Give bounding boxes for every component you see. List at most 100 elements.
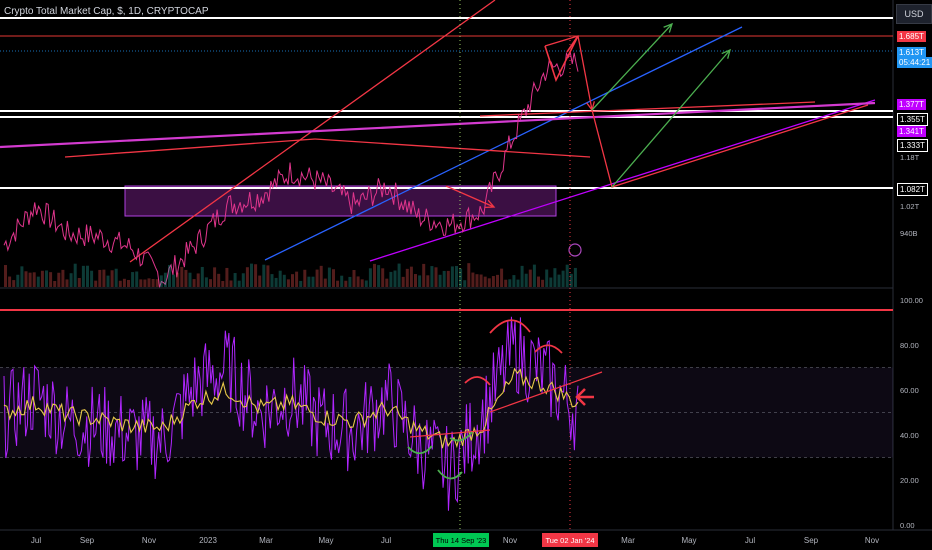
volume-bar bbox=[368, 268, 372, 287]
rsi-tick-label: 80.00 bbox=[900, 341, 919, 350]
price-tick-label: 1.02T bbox=[900, 202, 920, 211]
volume-bar bbox=[188, 272, 192, 287]
event-icon bbox=[568, 243, 582, 257]
volume-bar bbox=[57, 272, 61, 287]
volume-bar bbox=[426, 275, 430, 287]
volume-bar bbox=[270, 274, 274, 287]
volume-bar bbox=[180, 266, 184, 287]
price-tag: 1.333T bbox=[897, 139, 928, 152]
date-tag-right-bg bbox=[542, 533, 598, 547]
time-axis-label: Nov bbox=[503, 536, 517, 545]
volume-bar bbox=[8, 276, 12, 287]
volume-bar bbox=[307, 276, 311, 287]
volume-bar bbox=[311, 276, 315, 287]
volume-bar bbox=[155, 279, 159, 287]
volume-bar bbox=[127, 279, 130, 287]
rsi-tick-label: 20.00 bbox=[900, 476, 919, 485]
projection-green-2-head bbox=[721, 48, 731, 59]
volume-bar bbox=[565, 264, 569, 287]
projection-peak-red bbox=[544, 35, 579, 83]
rsi-green-arc-3 bbox=[449, 431, 473, 442]
volume-bar bbox=[381, 268, 385, 287]
volume-bar bbox=[475, 274, 479, 287]
price-tag: 1.341T bbox=[897, 126, 926, 137]
volume-bar bbox=[28, 272, 32, 287]
time-axis-label: Sep bbox=[804, 536, 819, 545]
price-tick-label: 940B bbox=[900, 229, 918, 238]
volume-bar bbox=[151, 278, 155, 287]
volume-bar bbox=[110, 270, 114, 287]
rsi-tick-label: 40.00 bbox=[900, 431, 919, 440]
volume-bar bbox=[483, 276, 487, 287]
volume-bar bbox=[184, 269, 188, 287]
volume-bar bbox=[438, 274, 442, 287]
volume-bar bbox=[217, 273, 221, 287]
volume-bar bbox=[278, 270, 282, 287]
volume-bar bbox=[405, 268, 409, 287]
volume-bar bbox=[504, 279, 508, 287]
volume-bar bbox=[122, 278, 126, 287]
volume-bar bbox=[569, 273, 573, 287]
volume-bar bbox=[53, 280, 57, 287]
volume-bar bbox=[233, 273, 237, 287]
rsi-tick-label: 0.00 bbox=[900, 521, 915, 530]
volume-bar bbox=[245, 267, 249, 287]
volume-bar bbox=[545, 269, 549, 287]
volume-bar bbox=[295, 271, 299, 287]
volume-bar bbox=[463, 280, 467, 287]
volume-bar bbox=[106, 275, 110, 287]
volume-bar bbox=[434, 267, 438, 287]
volume-bar bbox=[487, 278, 491, 287]
volume-bar bbox=[409, 266, 413, 287]
volume-bar bbox=[131, 272, 135, 287]
time-axis-label: Jul bbox=[745, 536, 755, 545]
projection-green-1-head bbox=[663, 22, 674, 33]
time-axis-label: Nov bbox=[142, 536, 156, 545]
volume-bar bbox=[118, 280, 122, 287]
volume-bar bbox=[266, 265, 270, 287]
volume-bar bbox=[237, 280, 241, 287]
volume-bar bbox=[94, 280, 98, 287]
rsi-signal-line bbox=[3, 367, 579, 449]
volume-bar bbox=[516, 279, 520, 287]
trendline-magenta-main bbox=[0, 101, 876, 149]
volume-bar bbox=[4, 265, 7, 287]
volume-bar bbox=[69, 273, 73, 287]
trendline-blue bbox=[264, 26, 743, 261]
volume-bar bbox=[49, 272, 53, 287]
volume-bar bbox=[327, 267, 331, 287]
volume-bar bbox=[414, 274, 417, 287]
price-tag: 1.082T bbox=[897, 183, 928, 196]
volume-bar bbox=[102, 269, 106, 287]
rsi-red-arc-2 bbox=[489, 319, 531, 334]
price-tag: 1.355T bbox=[897, 113, 928, 126]
time-axis-label: Jul bbox=[31, 536, 41, 545]
volume-bar bbox=[135, 271, 139, 287]
volume-bar bbox=[143, 279, 147, 287]
volume-bar bbox=[520, 265, 524, 287]
volume-bar bbox=[12, 280, 16, 287]
volume-bar bbox=[467, 263, 471, 287]
volume-bar bbox=[221, 280, 225, 287]
volume-bar bbox=[65, 279, 69, 287]
volume-bar bbox=[192, 279, 196, 287]
volume-bar bbox=[90, 270, 94, 287]
price-tag: 1.377T bbox=[897, 99, 926, 110]
volume-bar bbox=[479, 274, 483, 287]
time-axis-label: May bbox=[681, 536, 696, 545]
volume-bar bbox=[528, 269, 532, 287]
volume-bar bbox=[20, 266, 24, 287]
currency-selector[interactable]: USD bbox=[896, 4, 932, 24]
volume-bar bbox=[241, 273, 245, 287]
volume-bar bbox=[159, 275, 163, 287]
volume-bar bbox=[225, 267, 229, 287]
volume-bar bbox=[24, 271, 28, 287]
volume-bar bbox=[139, 279, 143, 287]
volume-bar bbox=[344, 280, 348, 287]
time-axis-label: Sep bbox=[80, 536, 95, 545]
volume-bar bbox=[500, 268, 504, 287]
volume-bar bbox=[352, 270, 356, 287]
volume-bar bbox=[258, 275, 262, 287]
rsi-pointer-arrowhead bbox=[575, 388, 586, 406]
